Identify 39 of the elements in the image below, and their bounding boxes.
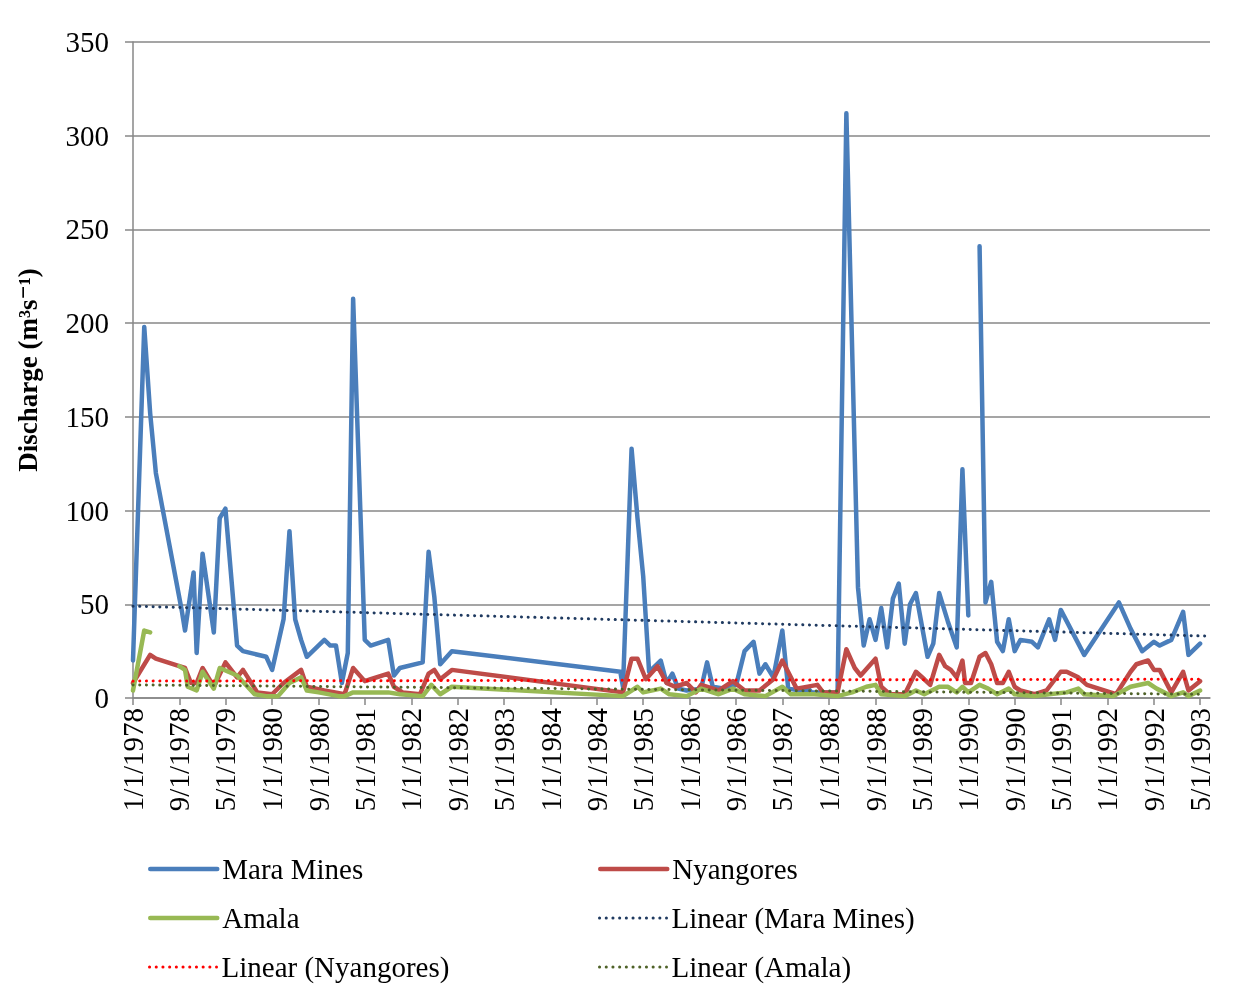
x-tick-label: 1/1/1980	[256, 708, 289, 812]
x-tick-label: 9/1/1978	[163, 708, 196, 812]
x-tick-label: 5/1/1987	[766, 708, 799, 812]
x-tick-label: 5/1/1991	[1044, 708, 1077, 812]
y-tick-label: 100	[65, 494, 109, 527]
x-tick-label: 9/1/1984	[581, 707, 614, 812]
y-tick-label: 200	[65, 307, 109, 340]
x-tick-label: 5/1/1981	[348, 708, 381, 812]
x-tick-label: 1/1/1984	[534, 707, 567, 812]
x-tick-label: 9/1/1982	[441, 708, 474, 812]
x-tick-label: 5/1/1983	[487, 708, 520, 812]
x-tick-label: 5/1/1985	[627, 708, 660, 812]
y-axis-title: Discharge (m³s⁻¹)	[12, 268, 43, 472]
x-tick-label: 9/1/1980	[302, 708, 335, 812]
x-tick-label: 5/1/1979	[209, 708, 242, 812]
x-tick-label: 1/1/1988	[813, 708, 846, 812]
x-tick-label: 9/1/1990	[998, 708, 1031, 812]
y-tick-label: 150	[65, 400, 109, 433]
legend-label: Nyangores	[672, 853, 798, 885]
legend-label: Linear (Nyangores)	[221, 951, 450, 984]
x-tick-label: 5/1/1989	[905, 708, 938, 812]
x-tick-label: 9/1/1986	[720, 708, 753, 812]
legend-label: Amala	[222, 902, 300, 934]
x-tick-label: 1/1/1992	[1091, 708, 1124, 812]
y-tick-label: 50	[80, 588, 109, 621]
x-tick-label: 5/1/1993	[1184, 708, 1217, 812]
x-tick-label: 1/1/1986	[673, 708, 706, 812]
x-tick-label: 9/1/1988	[859, 708, 892, 812]
y-tick-label: 250	[65, 213, 109, 246]
x-tick-label: 1/1/1982	[395, 708, 428, 812]
legend-label: Mara Mines	[222, 853, 364, 885]
x-tick-label: 9/1/1992	[1137, 708, 1170, 812]
y-tick-label: 300	[65, 119, 109, 152]
legend-label: Linear (Amala)	[671, 951, 852, 984]
legend-label: Linear (Mara Mines)	[671, 902, 915, 935]
y-tick-label: 0	[94, 682, 109, 714]
y-tick-label: 350	[65, 26, 109, 58]
x-tick-label: 1/1/1990	[952, 708, 985, 812]
x-tick-label: 1/1/1978	[117, 708, 149, 812]
